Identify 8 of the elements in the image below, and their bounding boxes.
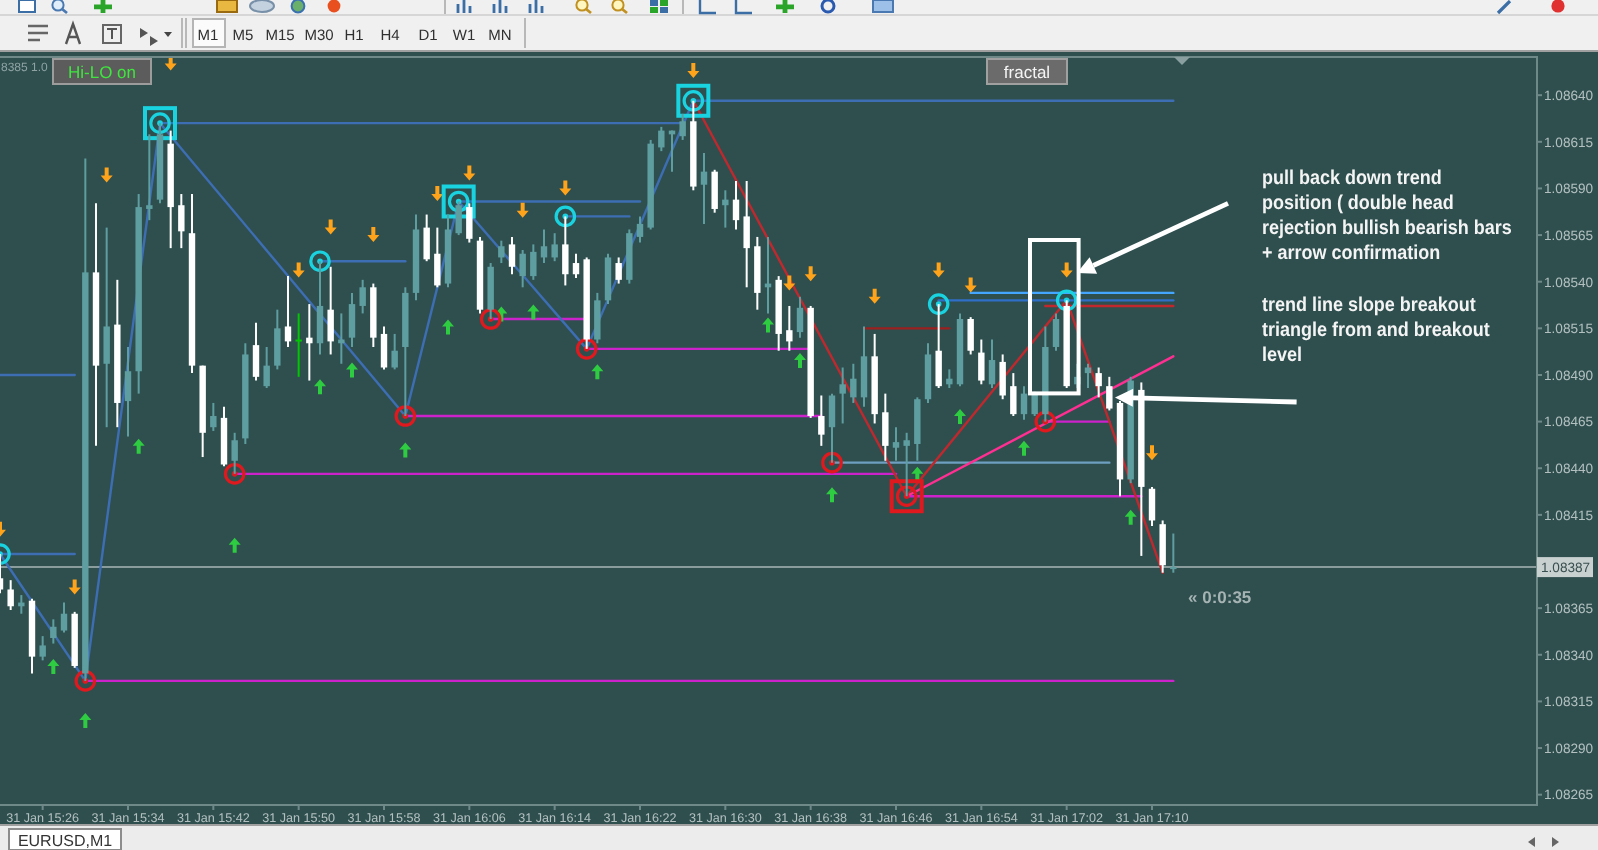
button: Hi-LO on [52, 58, 152, 85]
button: fractal [986, 58, 1068, 85]
annotation: trend line slope breakout triangle from and breakout level [1262, 294, 1492, 368]
annotation: fractal [1003, 62, 1051, 82]
annotation: pull back down trend position ( double head rejection bullish bearish bars + arrow confirmation [1262, 167, 1512, 266]
tab: EURUSD,M1 [8, 828, 122, 850]
annotation: Hi-LO on [67, 62, 137, 82]
annotation: « 0:0:35 [1188, 587, 1252, 607]
